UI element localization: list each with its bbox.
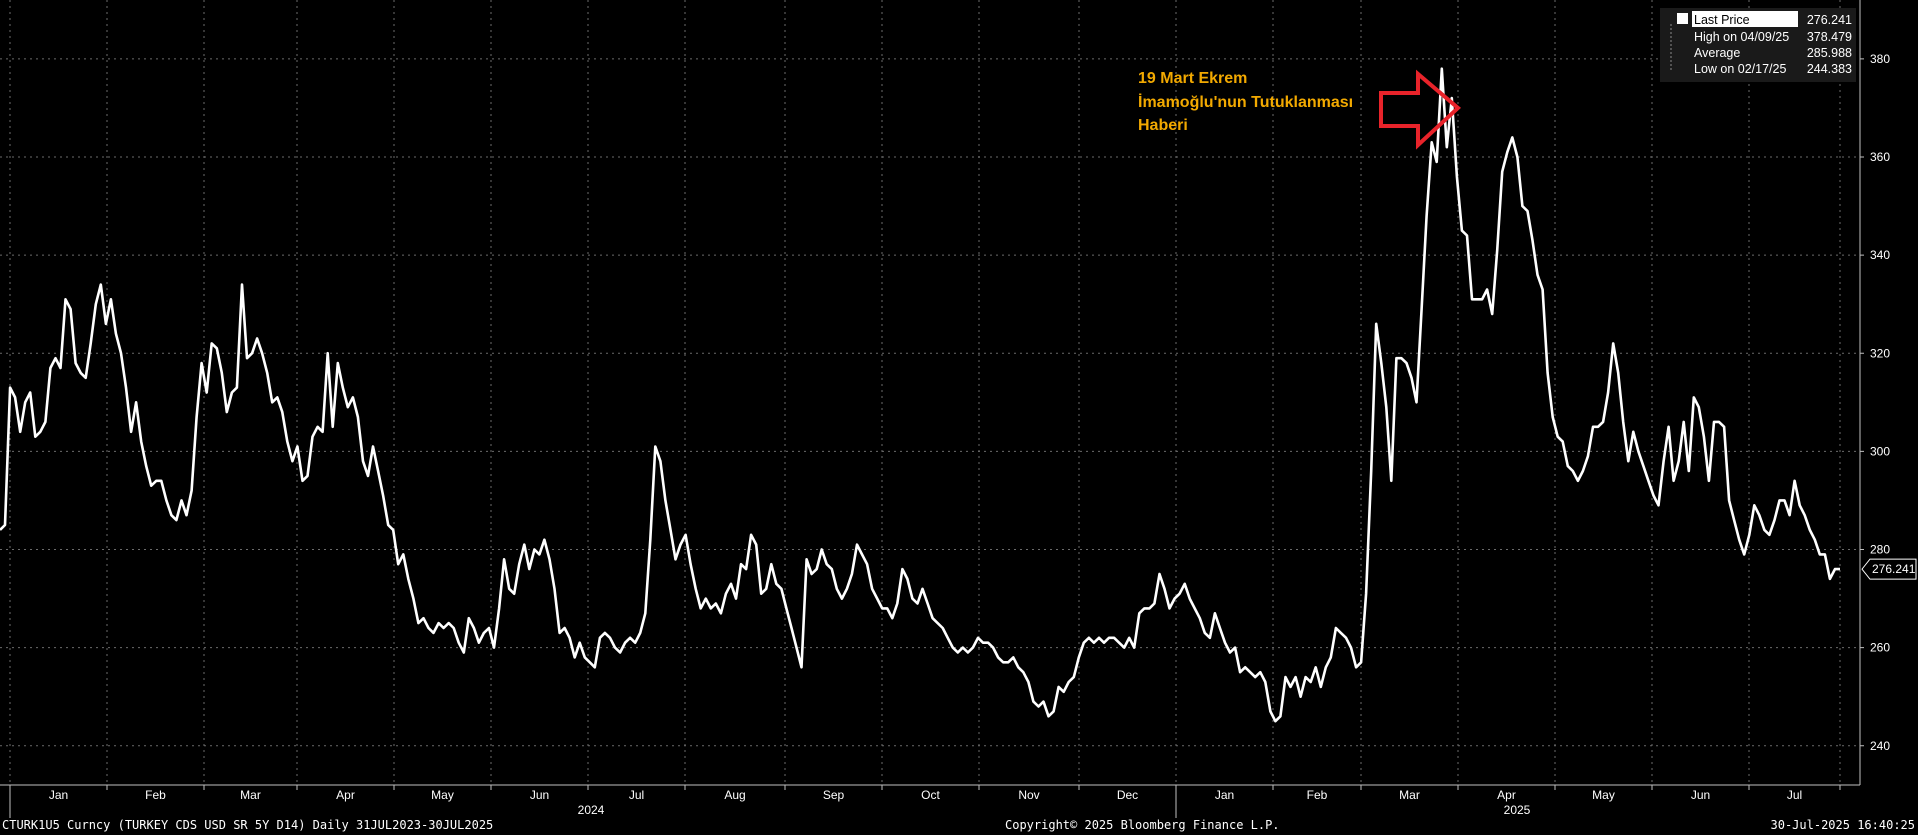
x-tick-label: Jan — [49, 788, 68, 802]
x-tick-label: Sep — [823, 788, 845, 802]
y-tick-label: 260 — [1870, 641, 1890, 655]
x-tick-label: Mar — [1399, 788, 1420, 802]
x-tick-label: Feb — [1307, 788, 1328, 802]
x-tick-label: Apr — [1497, 788, 1516, 802]
y-tick-label: 340 — [1870, 248, 1890, 262]
x-tick-label: Mar — [240, 788, 261, 802]
x-tick-label: Jun — [530, 788, 549, 802]
annotation-line-3: Haberi — [1138, 117, 1188, 134]
last-value-tag: 276.241 — [1861, 558, 1917, 580]
x-axis: Jan Feb Mar Apr May Jun Jul Aug Sep Oct Nov Dec Jan F… — [0, 784, 1860, 818]
annotation-line-1: 19 Mart Ekrem — [1138, 70, 1247, 87]
legend-average-value: 285.988 — [1807, 46, 1852, 60]
x-tick-label: Nov — [1018, 788, 1039, 802]
x-tick-label: Oct — [921, 788, 940, 802]
annotation-line-2: İmamoğlu'nun Tutuklanması — [1138, 93, 1353, 111]
footer-security-info: CTURK1U5 Curncy (TURKEY CDS USD SR 5Y D1… — [2, 818, 493, 832]
y-tick-label: 300 — [1870, 444, 1890, 458]
y-tick-label: 360 — [1870, 150, 1890, 164]
footer-copyright: Copyright© 2025 Bloomberg Finance L.P. — [1005, 818, 1280, 832]
y-tick-label: 280 — [1870, 543, 1890, 557]
y-tick-label: 320 — [1870, 346, 1890, 360]
x-tick-label: Apr — [336, 788, 355, 802]
price-series-line — [0, 67, 1840, 723]
y-axis: 240 260 280 300 320 340 360 380 — [1859, 0, 1890, 785]
x-tick-label: Jun — [1691, 788, 1710, 802]
x-tick-label: Jul — [1787, 788, 1802, 802]
x-tick-label: Jan — [1215, 788, 1234, 802]
legend-low-label: Low on 02/17/25 — [1694, 62, 1786, 76]
legend-last-price-swatch — [1677, 13, 1688, 24]
y-tick-label: 240 — [1870, 739, 1890, 753]
x-tick-label: May — [1592, 788, 1615, 802]
x-tick-label: Dec — [1117, 788, 1138, 802]
x-tick-label: Aug — [724, 788, 745, 802]
x-tick-label: May — [431, 788, 454, 802]
last-value-tag-box — [1861, 558, 1917, 580]
annotation: 19 Mart Ekrem İmamoğlu'nun Tutuklanması … — [1138, 69, 1462, 150]
legend-high-value: 378.479 — [1807, 30, 1852, 44]
gridlines — [0, 0, 1860, 785]
legend-last-price-highlight — [1692, 11, 1798, 27]
year-label: 2025 — [1504, 803, 1531, 817]
footer-timestamp: 30-Jul-2025 16:40:25 — [1771, 818, 1916, 832]
footer: CTURK1U5 Curncy (TURKEY CDS USD SR 5Y D1… — [2, 818, 1915, 832]
annotation-arrow-icon — [1379, 69, 1462, 150]
legend-last-price-value: 276.241 — [1807, 13, 1852, 27]
legend-low-value: 244.383 — [1807, 62, 1852, 76]
year-label: 2024 — [578, 803, 605, 817]
legend-high-label: High on 04/09/25 — [1694, 30, 1789, 44]
x-tick-label: Jul — [629, 788, 644, 802]
legend: Last Price 276.241 High on 04/09/25 378.… — [1660, 8, 1856, 82]
y-tick-label: 380 — [1870, 52, 1890, 66]
legend-average-label: Average — [1694, 46, 1740, 60]
x-tick-label: Feb — [145, 788, 166, 802]
legend-last-price-label: Last Price — [1694, 13, 1750, 27]
last-value-tag-text: 276.241 — [1872, 562, 1916, 576]
